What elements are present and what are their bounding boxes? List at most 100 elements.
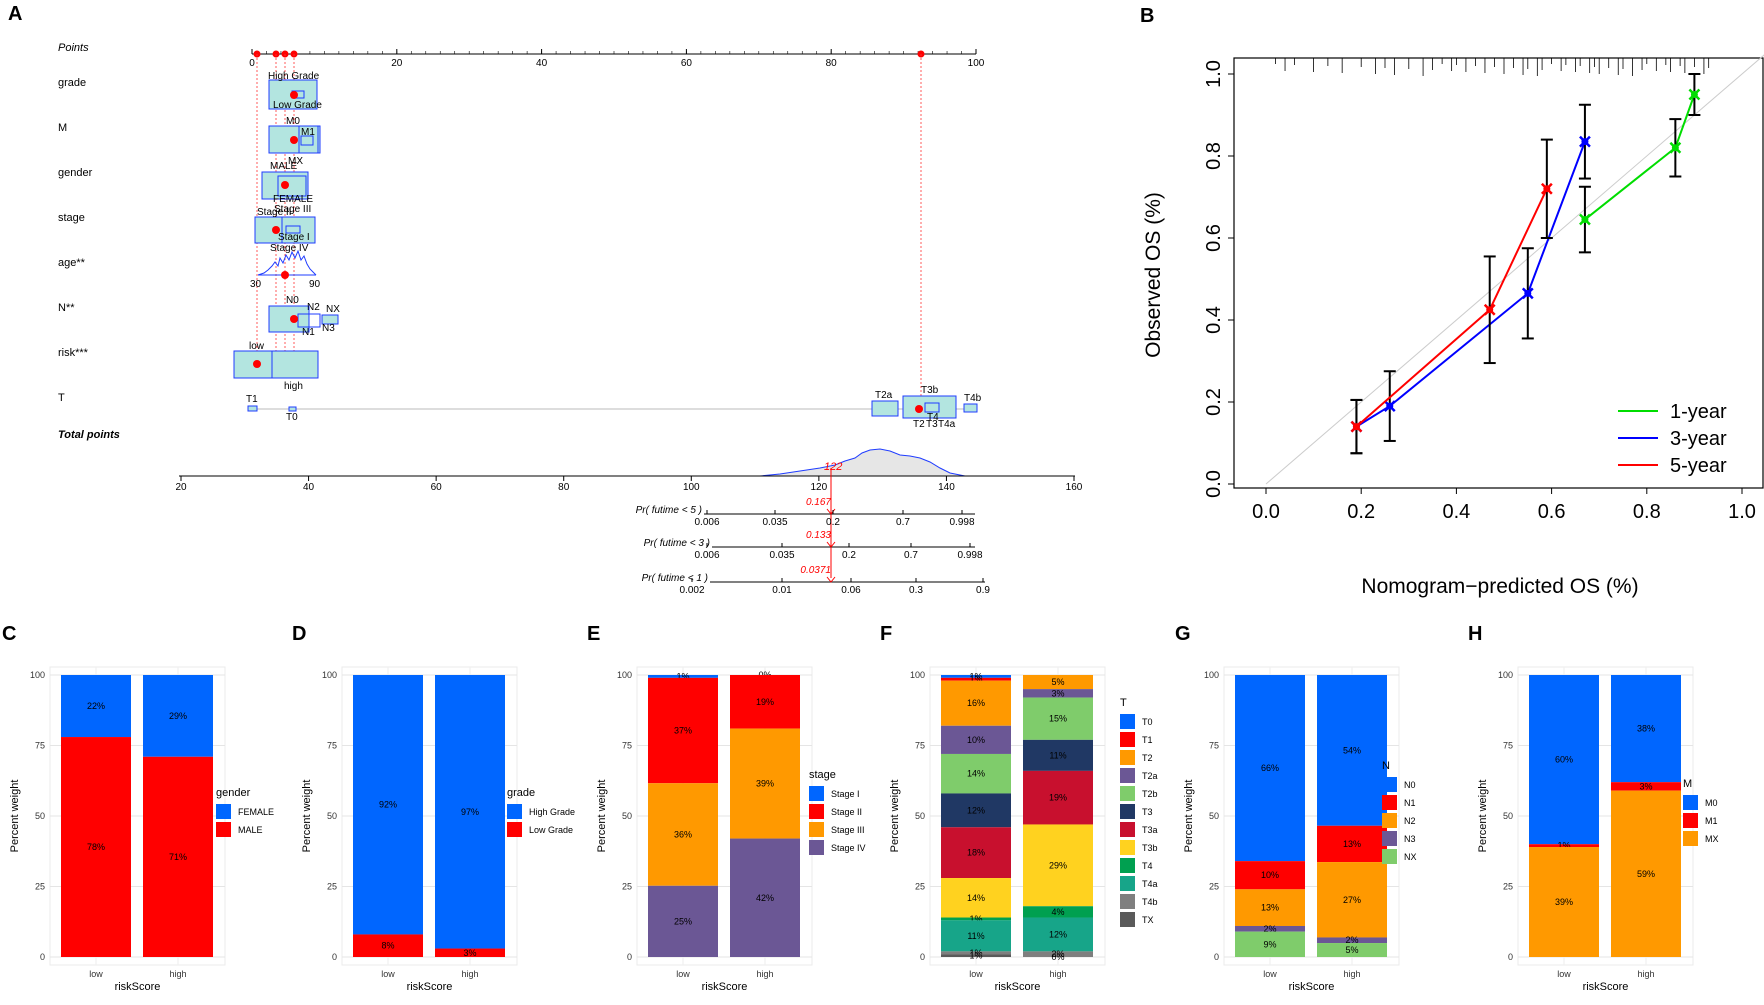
legend-label: MALE [238,825,263,835]
bar-segment [730,675,800,729]
x-tick-label: 0.4 [1442,501,1470,523]
age-label-30: 30 [250,279,262,290]
legend-label: T4 [1142,861,1153,871]
legend-swatch [809,822,824,837]
y-axis-title: Percent weight [301,780,313,853]
calib-point-center [1524,289,1532,297]
legend-label: M0 [1705,798,1718,808]
prob-axis-label: Pr( futime < 1 ) [642,573,708,584]
y-tick-label: 25 [1209,882,1219,892]
y-tick-label: 25 [1503,882,1513,892]
t-label-t1: T1 [246,394,258,405]
bar-data-label: 5% [1051,677,1064,687]
bar-data-label: 36% [674,830,692,840]
t-label-t4b: T4b [964,393,982,404]
x-tick-label: high [1049,969,1066,979]
points-tick-label: 0 [249,58,255,69]
t-box-inner [924,402,940,413]
calib-point-center [1486,306,1494,314]
stage-box-inner [285,225,301,234]
bar-data-label: 2% [1051,949,1064,959]
x-tick-label: high [461,969,478,979]
x-tick-label: low [969,969,983,979]
y-tick-label: 100 [30,670,45,680]
grade-label-low: Low Grade [273,100,322,111]
legend-swatch [1120,768,1135,783]
x-axis-title: riskScore [702,981,748,993]
legend-label: Stage I [831,789,860,799]
legend-swatch [809,786,824,801]
x-tick-label: high [169,969,186,979]
bar-segment [941,753,1011,794]
gender-point [281,181,289,189]
prob-tick-label: 0.035 [769,550,794,561]
age-density [257,249,317,276]
bar-segment [61,675,131,738]
y-tick-label: 1.0 [1203,60,1225,88]
t-label-t3b: T3b [921,385,939,396]
risk-label-high: high [284,381,303,392]
bar-data-label: 11% [967,931,984,941]
bar-data-label: 12% [967,805,985,815]
legend-label: T3 [1142,807,1153,817]
bar-segment [941,920,1011,952]
points-label: Points [58,42,89,54]
legend-swatch [1120,858,1135,873]
y-tick-label: 50 [622,811,632,821]
stage-box-2 [281,216,316,244]
bar-data-label: 22% [87,701,105,711]
n-label-n1: N1 [302,327,315,338]
legend-swatch [809,804,824,819]
calib-point-center [1352,423,1360,431]
bar-data-label: 10% [1261,870,1279,880]
bar-data-label: 25% [674,916,692,926]
t-label-t2a: T2a [875,390,893,401]
y-tick-label: 0 [1508,952,1513,962]
m-box-2 [298,125,319,154]
bar-data-label: 1% [969,914,982,924]
bar-data-label: 2% [1263,924,1276,934]
t-label-t4: T4 [927,412,939,423]
bar-segment [1317,862,1387,938]
bar-data-label: 11% [1049,750,1066,760]
panel-letter-e: E [587,623,600,645]
legend-label: N1 [1404,798,1416,808]
row-grade: High Grade Low Grade [268,71,322,111]
legend-swatch [1382,777,1397,792]
x-tick-label: high [756,969,773,979]
bar-segment [1235,861,1305,890]
legend-swatch [1382,795,1397,810]
legend-label: T4b [1142,897,1158,907]
total-tick-label: 20 [175,482,187,493]
bar-segment [61,737,131,957]
stage-box [254,216,316,244]
prob-value: 0.133 [806,530,831,541]
bar-segment [941,725,1011,754]
legend-swatch [1120,840,1135,855]
bar-data-label: 37% [674,726,692,736]
row-label-grade: grade [58,77,86,89]
bar-segment [1023,906,1093,918]
bar-data-label: 29% [169,711,187,721]
x-tick-label: 0.2 [1347,501,1375,523]
legend-swatch [1120,804,1135,819]
legend-swatch [1120,912,1135,927]
bar-segment [648,885,718,957]
bar-data-label: 14% [967,769,985,779]
legend-swatch [1382,813,1397,828]
legend-label: T2 [1142,753,1153,763]
legend-label: 1-year [1670,401,1727,423]
x-tick-label: low [381,969,395,979]
gender-label-male: MALE [270,161,298,172]
legend-swatch [1683,795,1698,810]
legend-label: MX [1705,834,1719,844]
t-box-t2a [871,400,899,417]
bar-data-label: 42% [756,893,774,903]
y-axis-title: Percent weight [9,780,21,853]
bar-data-label: 39% [1555,897,1573,907]
bar-data-label: 92% [379,800,397,810]
row-label-n: N** [58,302,75,314]
y-axis-title: Percent weight [1183,780,1195,853]
y-tick-label: 0.4 [1203,306,1225,334]
n-box-3 [321,314,339,325]
